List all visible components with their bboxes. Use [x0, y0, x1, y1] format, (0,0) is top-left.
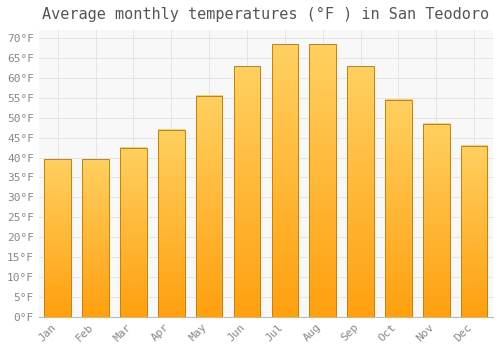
Bar	[44, 160, 71, 317]
Bar	[348, 66, 374, 317]
Bar	[234, 66, 260, 317]
Bar	[120, 148, 146, 317]
Bar	[272, 44, 298, 317]
Bar	[310, 44, 336, 317]
Bar	[461, 146, 487, 317]
Bar	[423, 124, 450, 317]
Bar	[196, 96, 222, 317]
Bar	[82, 160, 109, 317]
Title: Average monthly temperatures (°F ) in San Teodoro: Average monthly temperatures (°F ) in Sa…	[42, 7, 490, 22]
Bar	[158, 130, 184, 317]
Bar	[385, 100, 411, 317]
